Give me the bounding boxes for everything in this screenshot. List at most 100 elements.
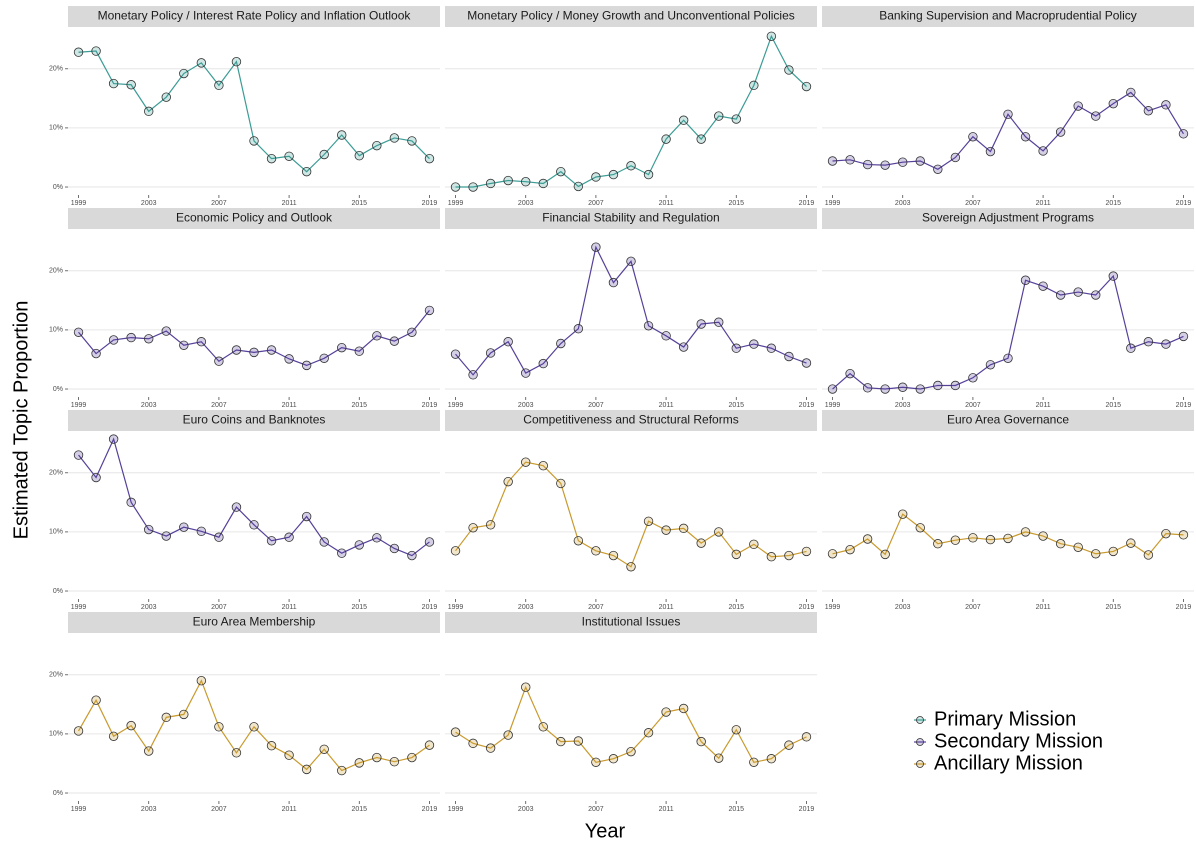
data-point (161, 92, 171, 102)
data-point (643, 169, 654, 180)
data-point (468, 523, 478, 533)
x-tick-label: 2011 (659, 200, 674, 207)
data-point (950, 152, 961, 163)
strip (68, 208, 440, 229)
strip (68, 410, 440, 431)
data-point (661, 331, 671, 341)
x-tick-label: 2015 (351, 200, 367, 207)
x-tick-label: 2019 (799, 604, 815, 611)
data-point (179, 522, 189, 532)
panel-title: Banking Supervision and Macroprudential … (879, 9, 1136, 23)
data-point (424, 153, 435, 164)
x-tick-label: 2015 (351, 604, 367, 611)
data-point (354, 540, 364, 550)
data-point (784, 65, 794, 75)
data-point (284, 354, 294, 364)
data-point (266, 741, 277, 751)
strip (445, 612, 817, 633)
x-tick-label: 2015 (728, 604, 744, 611)
strip (822, 410, 1194, 431)
data-point (933, 380, 943, 391)
x-tick-label: 2011 (282, 402, 297, 409)
data-point (214, 722, 224, 732)
data-point (319, 353, 329, 363)
data-point (1038, 146, 1048, 156)
data-point (968, 533, 978, 543)
data-point (319, 744, 329, 754)
data-point (337, 548, 347, 558)
data-point (319, 149, 329, 160)
y-axis-title: Estimated Topic Proportion (10, 301, 32, 540)
data-point (179, 340, 189, 350)
data-point (915, 384, 925, 394)
x-tick-label: 2011 (282, 806, 297, 813)
x-tick-label: 1999 (71, 604, 87, 611)
panel-title: Financial Stability and Regulation (542, 211, 719, 225)
x-tick-label: 1999 (825, 200, 841, 207)
data-point (108, 731, 119, 741)
data-point (714, 111, 724, 121)
data-point (108, 335, 119, 345)
data-point (1126, 343, 1136, 353)
data-point (354, 150, 364, 161)
x-tick-label: 2015 (351, 806, 367, 813)
panel-title: Economic Policy and Outlook (176, 211, 333, 225)
data-point (485, 743, 496, 753)
data-point (608, 754, 619, 764)
data-point (179, 709, 189, 720)
data-point (521, 176, 531, 187)
data-point (503, 730, 513, 740)
data-point (731, 725, 741, 735)
data-point (231, 56, 242, 67)
data-point (643, 728, 654, 738)
data-point (678, 115, 689, 125)
data-point (108, 78, 119, 89)
x-tick-label: 2019 (1176, 402, 1192, 409)
data-point (1143, 337, 1154, 347)
x-tick-label: 1999 (825, 402, 841, 409)
data-point (696, 736, 706, 747)
x-tick-label: 2007 (211, 604, 227, 611)
series-line (78, 679, 430, 772)
data-point (1003, 533, 1013, 544)
data-point (608, 550, 619, 561)
data-point (521, 682, 531, 692)
data-point (1091, 111, 1101, 121)
series-line (455, 461, 807, 568)
data-point (643, 516, 654, 526)
x-tick-label: 2003 (518, 604, 534, 611)
data-point (696, 319, 706, 329)
strip (68, 6, 440, 27)
data-point (731, 114, 741, 124)
data-point (933, 539, 943, 549)
data-point (1091, 290, 1101, 300)
panel-title: Competitiveness and Structural Reforms (523, 413, 738, 427)
data-point (573, 324, 584, 334)
data-point (1161, 339, 1171, 349)
data-point (556, 478, 566, 489)
data-point (933, 164, 943, 174)
data-point (337, 130, 347, 140)
x-tick-label: 1999 (71, 806, 87, 813)
data-point (784, 550, 794, 561)
data-point (749, 339, 759, 349)
x-tick-label: 2011 (1036, 402, 1051, 409)
series-line (832, 91, 1184, 170)
strip (822, 6, 1194, 27)
data-point (538, 178, 548, 189)
series-line (78, 437, 430, 557)
data-point (126, 497, 136, 508)
data-point (766, 31, 777, 41)
panel-title: Monetary Policy / Interest Rate Policy a… (98, 9, 412, 23)
strip (445, 410, 817, 431)
data-point (801, 81, 812, 92)
data-point (450, 727, 461, 737)
x-tick-label: 1999 (448, 402, 464, 409)
data-point (1178, 331, 1189, 342)
x-tick-label: 2007 (588, 806, 604, 813)
x-tick-label: 1999 (448, 604, 464, 611)
strip (445, 6, 817, 27)
data-point (766, 754, 777, 764)
data-point (784, 351, 794, 362)
